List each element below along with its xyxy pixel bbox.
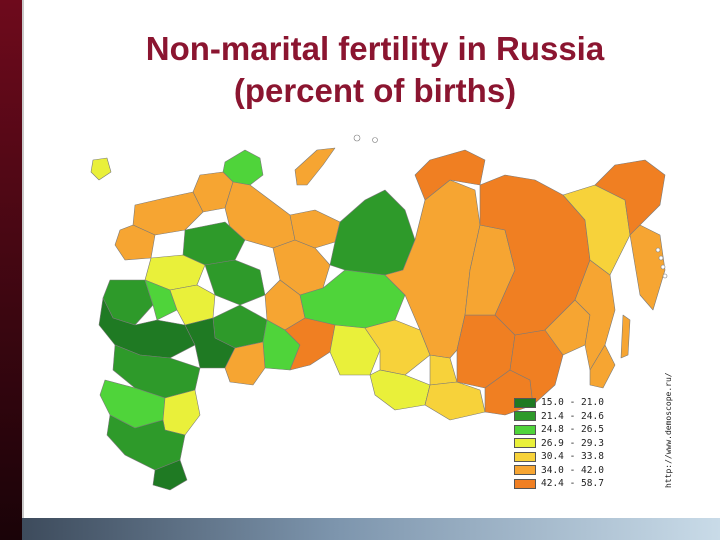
legend-item: 30.4 - 33.8 [514,450,624,464]
region-sverdlovsk [284,317,336,371]
legend-label: 42.4 - 58.7 [541,478,604,490]
title-line-2: (percent of births) [233,72,517,109]
region-dagestan [152,459,188,491]
region-caucasus [106,414,186,471]
region-moscow [144,279,178,321]
legend-item: 21.4 - 24.6 [514,410,624,424]
region-kalmykia [162,389,201,436]
region-kaliningrad [90,157,112,181]
legend-swatch [514,438,536,449]
russia-map [85,130,675,500]
legend-item: 26.9 - 29.3 [514,437,624,451]
map-legend: 15.0 - 21.0 21.4 - 24.6 24.8 - 26.5 26.9… [514,396,624,491]
russia-map-svg [90,134,668,491]
legend-label: 34.0 - 42.0 [541,464,604,476]
legend-swatch [514,397,536,408]
legend-label: 24.8 - 26.5 [541,424,604,436]
region-primorye [589,344,616,389]
region-novosibirsk [364,319,431,376]
page-title: Non-marital fertility in Russia (percent… [60,28,690,112]
island-dot [655,247,661,253]
legend-label: 26.9 - 29.3 [541,437,604,449]
legend-label: 15.0 - 21.0 [541,397,604,409]
island-dot [662,273,668,279]
legend-swatch [514,424,536,435]
region-chukotka [594,159,666,236]
region-sakhalin [620,314,631,359]
island-dot [353,134,361,142]
legend-swatch [514,465,536,476]
region-tuva [424,381,486,421]
source-credit: http://www.demoscope.ru/ [664,372,673,488]
region-yamal [329,189,416,276]
region-kamchatka [629,224,666,311]
title-line-1: Non-marital fertility in Russia [145,30,605,67]
bottom-accent-bar [22,518,720,540]
region-novaya-zemlya [294,147,336,186]
legend-item: 15.0 - 21.0 [514,396,624,410]
legend-item: 34.0 - 42.0 [514,464,624,478]
legend-swatch [514,451,536,462]
region-kemerovo [429,354,458,386]
legend-item: 42.4 - 58.7 [514,477,624,491]
island-dot [660,264,666,270]
region-taymyr [414,149,486,201]
left-accent-bar [0,0,22,540]
legend-label: 21.4 - 24.6 [541,410,604,422]
left-accent-edge [22,0,24,540]
legend-item: 24.8 - 26.5 [514,423,624,437]
island-dot [372,137,378,143]
legend-swatch [514,411,536,422]
region-orenburg [224,341,266,386]
region-altai [369,369,431,411]
legend-swatch [514,478,536,489]
legend-label: 30.4 - 33.8 [541,451,604,463]
island-dot [658,255,664,261]
